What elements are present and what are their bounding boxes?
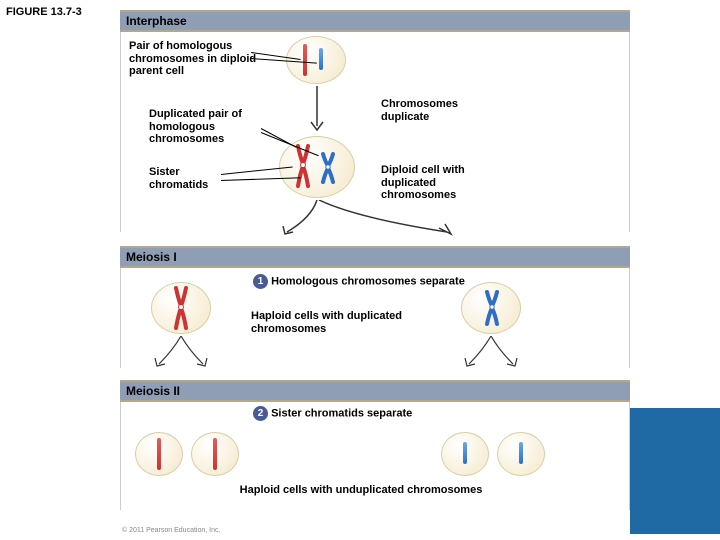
accent-block <box>630 408 720 534</box>
final-chrom-2 <box>213 438 217 470</box>
arrow-interphase <box>309 86 325 134</box>
meiosis1-header: Meiosis I <box>120 246 630 268</box>
copyright: © 2011 Pearson Education, Inc. <box>122 527 220 534</box>
label-diploid-dup: Diploid cell with duplicated chromosomes <box>381 164 501 202</box>
dup-red <box>293 144 313 188</box>
final-chrom-4 <box>519 442 523 464</box>
label-chrom-dup: Chromosomes duplicate <box>381 98 491 123</box>
chromatid-blue <box>319 48 323 70</box>
meiosis2-header: Meiosis II <box>120 380 630 402</box>
interphase-header: Interphase <box>120 10 630 32</box>
parent-cell <box>286 36 346 84</box>
step1-text: Homologous chromosomes separate <box>271 275 465 287</box>
label-haploid-dup: Haploid cells with duplicated chromosome… <box>251 310 431 335</box>
arrow-m1-right <box>461 336 521 372</box>
dup-blue <box>319 152 337 184</box>
haploid-blue-chrom <box>483 290 501 326</box>
meiosis2-stage: Meiosis II 2 Sister chromatids separate … <box>120 380 630 510</box>
arrow-split-right <box>317 200 457 240</box>
step1-label: 1 Homologous chromosomes separate <box>253 274 465 289</box>
badge-2: 2 <box>253 406 268 421</box>
label-haploid-undup: Haploid cells with unduplicated chromoso… <box>211 484 511 497</box>
interphase-stage: Interphase Pair of homologous chromosome… <box>120 10 630 232</box>
badge-1: 1 <box>253 274 268 289</box>
parent-chrom-red <box>303 44 307 76</box>
step2-text: Sister chromatids separate <box>271 407 412 419</box>
meiosis1-body: 1 Homologous chromosomes separate Haploi… <box>120 268 630 368</box>
meiosis1-stage: Meiosis I 1 Homologous chromosomes separ… <box>120 246 630 368</box>
label-pair-homologous: Pair of homologous chromosomes in diploi… <box>129 40 259 78</box>
chromatid-red <box>303 44 307 76</box>
interphase-body: Pair of homologous chromosomes in diploi… <box>120 32 630 232</box>
final-chrom-1 <box>157 438 161 470</box>
final-chrom-3 <box>463 442 467 464</box>
figure-number: FIGURE 13.7-3 <box>6 6 82 18</box>
haploid-red-chrom <box>171 286 191 330</box>
label-dup-pair: Duplicated pair of homologous chromosome… <box>149 108 269 146</box>
arrow-m1-left <box>151 336 211 372</box>
parent-chrom-blue <box>319 48 323 70</box>
step2-label: 2 Sister chromatids separate <box>253 406 412 421</box>
meiosis2-body: 2 Sister chromatids separate Haploid cel… <box>120 402 630 510</box>
label-sister: Sister chromatids <box>149 166 239 191</box>
